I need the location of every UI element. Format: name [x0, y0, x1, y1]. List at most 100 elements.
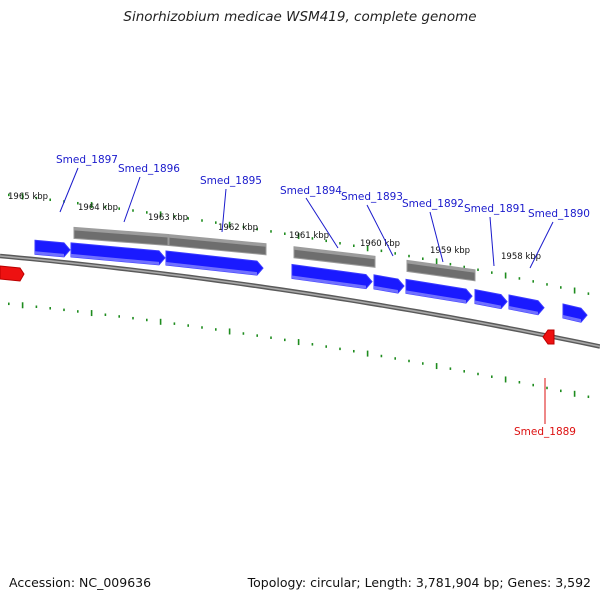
tick-mark-bottom — [325, 345, 327, 348]
forward-gene-shadow — [374, 285, 398, 294]
tick-mark-top — [132, 209, 134, 212]
tick-mark-top — [532, 280, 534, 283]
backbone-highlight — [0, 255, 600, 348]
tick-mark-top — [366, 245, 369, 252]
tick-mark-bottom — [284, 338, 286, 342]
tick-mark-top — [422, 257, 424, 260]
tick-row-bottom — [8, 302, 590, 399]
tick-mark-top — [477, 268, 479, 272]
kbp-label: 1959 kbp — [430, 246, 470, 256]
gene-label-smed-1890[interactable]: Smed_1890 — [528, 208, 590, 220]
gene-label-smed-1892[interactable]: Smed_1892 — [402, 198, 464, 210]
backbone-line — [0, 253, 600, 349]
tick-mark-bottom — [463, 370, 465, 373]
tick-mark-bottom — [587, 395, 590, 399]
leader-line — [305, 197, 339, 249]
forward-gene-shadow — [475, 300, 501, 309]
kbp-label: 1960 kbp — [360, 239, 400, 249]
forward-gene-shadow — [35, 251, 64, 257]
tick-mark-bottom — [159, 318, 162, 325]
forward-gene-shadow — [166, 261, 257, 276]
tick-mark-top — [380, 249, 383, 253]
kbp-label: 1958 kbp — [501, 252, 541, 262]
forward-gene-shadow — [406, 290, 466, 304]
forward-gene-shadow — [292, 275, 366, 289]
leader-line — [123, 176, 141, 223]
tick-mark-top — [35, 196, 38, 200]
label-leaders — [59, 167, 554, 424]
tick-mark-bottom — [146, 318, 148, 322]
gene-label-smed-1893[interactable]: Smed_1893 — [341, 191, 403, 203]
tick-mark-bottom — [256, 334, 258, 337]
tick-mark-bottom — [35, 305, 38, 309]
tick-mark-bottom — [90, 310, 93, 317]
tick-mark-bottom — [435, 363, 438, 370]
tick-mark-top — [491, 271, 493, 274]
accession-text: Accession: NC_009636 — [9, 575, 152, 590]
tick-mark-top — [118, 207, 120, 210]
tick-mark-bottom — [518, 381, 521, 384]
forward-gene-shadow — [563, 314, 581, 323]
tick-mark-bottom — [173, 322, 176, 325]
tick-mark-top — [435, 258, 438, 265]
topology-text: Topology: circular; Length: 3,781,904 bp… — [247, 575, 591, 590]
tick-mark-top — [339, 242, 341, 245]
cds-track — [73, 226, 476, 282]
gene-label-smed-1896[interactable]: Smed_1896 — [118, 163, 180, 175]
tick-mark-bottom — [546, 386, 548, 390]
tick-mark-top — [560, 286, 562, 289]
tick-mark-top — [270, 230, 272, 233]
gene-label-smed-1897[interactable]: Smed_1897 — [56, 154, 118, 166]
tick-mark-bottom — [118, 315, 120, 318]
tick-mark-top — [394, 252, 396, 255]
kbp-label: 1963 kbp — [148, 213, 188, 223]
gene-label-smed-1894[interactable]: Smed_1894 — [280, 185, 342, 197]
tick-mark-bottom — [380, 354, 383, 358]
tick-mark-bottom — [449, 367, 452, 370]
tick-mark-bottom — [201, 326, 203, 329]
tick-mark-top — [297, 233, 300, 240]
tick-mark-top — [518, 277, 521, 280]
gene-track — [0, 239, 588, 345]
tick-mark-bottom — [63, 308, 65, 312]
gene-label-smed-1895[interactable]: Smed_1895 — [200, 175, 262, 187]
kbp-labels: 1965 kbp 1964 kbp 1963 kbp 1962 kbp 1961 kbp… — [8, 192, 541, 262]
tick-mark-top — [587, 292, 590, 295]
tick-mark-top — [573, 287, 576, 294]
tick-mark-bottom — [353, 349, 355, 353]
tick-mark-top — [228, 221, 231, 228]
cds-bar-highlight — [407, 260, 475, 273]
tick-mark-top — [242, 225, 245, 229]
tick-mark-top — [408, 254, 410, 258]
gene-label-smed-1891[interactable]: Smed_1891 — [464, 203, 526, 215]
tick-mark-top — [284, 232, 286, 235]
tick-mark-bottom — [477, 372, 479, 376]
tick-mark-bottom — [21, 302, 24, 309]
tick-mark-top — [90, 201, 93, 208]
leader-line — [529, 221, 554, 269]
tick-mark-top — [21, 193, 24, 200]
leader-line — [221, 188, 227, 233]
tick-mark-bottom — [408, 359, 410, 363]
gene-label-smed-1889[interactable]: Smed_1889 — [514, 426, 576, 438]
reverse-gene-arrow — [542, 329, 555, 345]
tick-mark-top — [449, 262, 452, 266]
tick-mark-bottom — [394, 357, 396, 360]
kbp-label: 1965 kbp — [8, 192, 48, 202]
tick-mark-bottom — [77, 310, 79, 313]
tick-mark-bottom — [104, 313, 107, 316]
tick-mark-top — [311, 237, 314, 240]
tick-mark-top — [504, 272, 507, 279]
kbp-label: 1964 kbp — [78, 203, 118, 213]
tick-mark-top — [463, 265, 465, 269]
leader-line — [429, 211, 444, 263]
tick-mark-top — [325, 239, 327, 243]
tick-mark-bottom — [270, 336, 272, 339]
tick-mark-bottom — [132, 316, 134, 320]
tick-mark-top — [8, 193, 10, 197]
tick-mark-bottom — [311, 343, 314, 346]
forward-gene-shadow — [509, 305, 538, 315]
tick-mark-top — [187, 217, 189, 220]
